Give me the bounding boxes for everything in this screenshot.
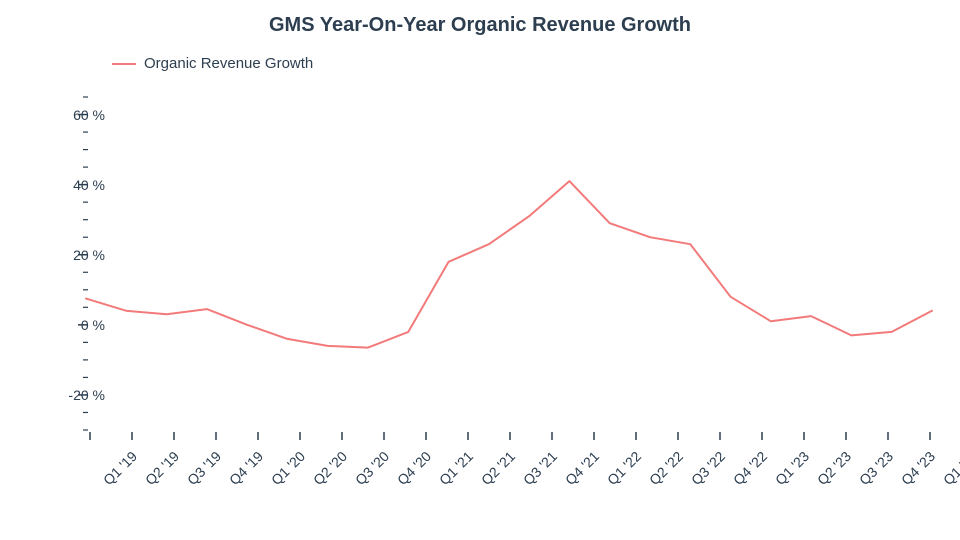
x-tick-label: Q2 '20 xyxy=(310,448,350,488)
x-tick-label: Q2 '23 xyxy=(814,448,854,488)
x-tick-label: Q4 '19 xyxy=(226,448,266,488)
chart-title: GMS Year-On-Year Organic Revenue Growth xyxy=(0,14,960,37)
x-tick-label: Q4 '21 xyxy=(562,448,602,488)
x-tick-label: Q3 '20 xyxy=(352,448,392,488)
x-tick-label: Q2 '21 xyxy=(478,448,518,488)
x-tick-label: Q2 '19 xyxy=(142,448,182,488)
x-tick-label: Q3 '23 xyxy=(856,448,896,488)
legend-label: Organic Revenue Growth xyxy=(144,55,313,72)
x-tick-label: Q1 '20 xyxy=(268,448,308,488)
legend-swatch xyxy=(112,63,136,65)
y-tick-label: 0 % xyxy=(45,317,105,333)
x-tick-label: Q1 '19 xyxy=(100,448,140,488)
x-tick-label: Q3 '22 xyxy=(688,448,728,488)
plot-area xyxy=(90,90,930,430)
y-tick-label: 20 % xyxy=(45,247,105,263)
y-tick-label: 60 % xyxy=(45,107,105,123)
x-tick-label: Q1 '22 xyxy=(604,448,644,488)
x-tick-label: Q3 '21 xyxy=(520,448,560,488)
x-tick-label: Q4 '22 xyxy=(730,448,770,488)
x-tick-label: Q1 '24 xyxy=(940,448,960,488)
x-tick-label: Q1 '23 xyxy=(772,448,812,488)
legend: Organic Revenue Growth xyxy=(112,55,313,72)
x-tick-label: Q4 '20 xyxy=(394,448,434,488)
x-tick-label: Q4 '23 xyxy=(898,448,938,488)
chart-container: GMS Year-On-Year Organic Revenue Growth … xyxy=(0,0,960,540)
x-tick-label: Q3 '19 xyxy=(184,448,224,488)
y-tick-label: -20 % xyxy=(45,387,105,403)
y-tick-label: 40 % xyxy=(45,177,105,193)
x-tick-label: Q2 '22 xyxy=(646,448,686,488)
x-tick-label: Q1 '21 xyxy=(436,448,476,488)
chart-svg xyxy=(90,90,930,430)
